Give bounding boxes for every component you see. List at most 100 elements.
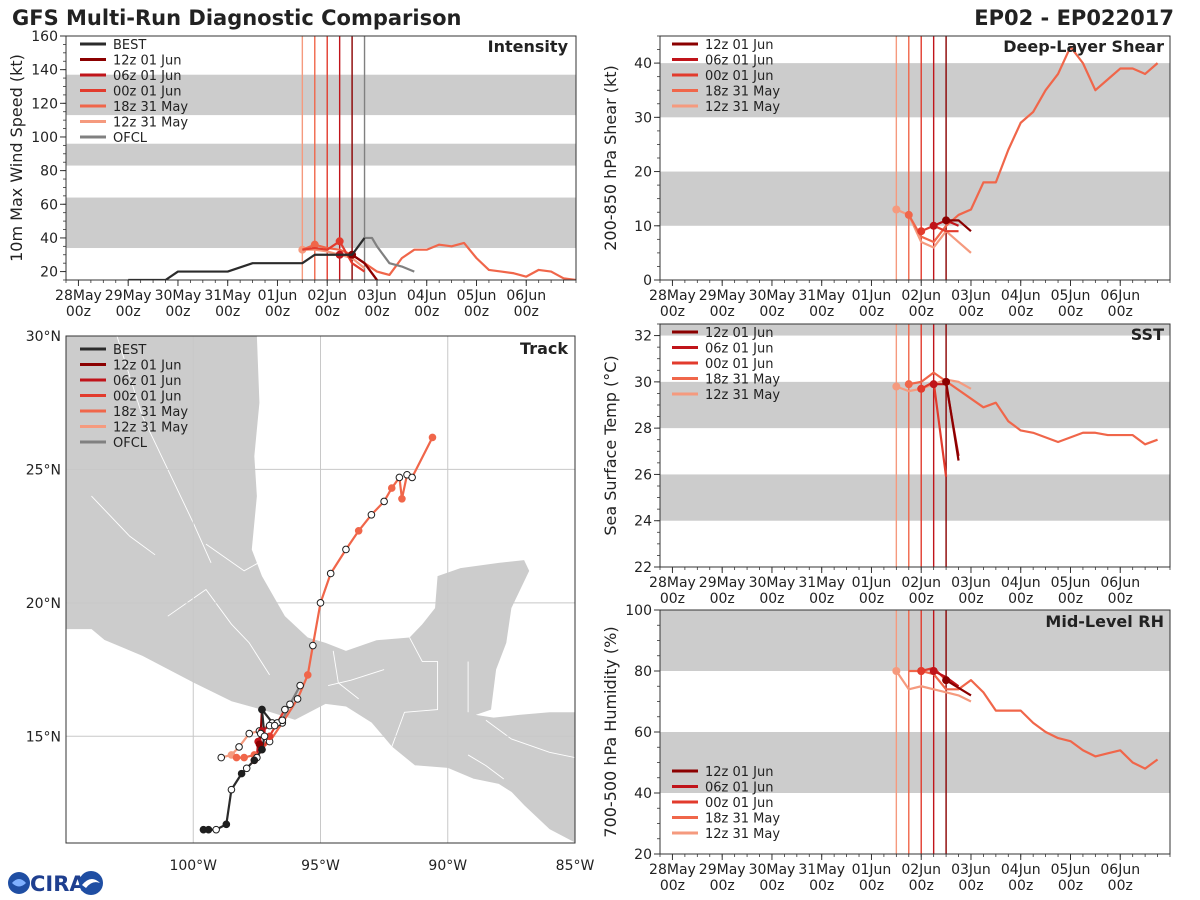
x-tick-label-hour: 00z bbox=[710, 878, 735, 894]
track-point bbox=[242, 764, 251, 773]
x-tick-label-hour: 00z bbox=[265, 304, 290, 320]
x-tick-label-date: 28May bbox=[649, 575, 696, 591]
x-tick-label-date: 04Jun bbox=[1001, 288, 1041, 304]
state-border bbox=[328, 669, 385, 687]
x-tick-label-hour: 00z bbox=[116, 304, 141, 320]
track-point bbox=[240, 753, 248, 762]
x-tick-label-date: 01Jun bbox=[258, 288, 298, 304]
series-line-12z-01-jun bbox=[945, 381, 960, 461]
track-point bbox=[316, 599, 325, 607]
legend-label: 00z 01 Jun bbox=[705, 69, 774, 84]
y-tick-label: 120 bbox=[31, 96, 58, 112]
intensity-chart: 2040608010012014016028May00z29May00z30Ma… bbox=[7, 29, 577, 320]
legend-label: 00z 01 Jun bbox=[705, 357, 774, 372]
track-point bbox=[281, 705, 289, 714]
track-point bbox=[367, 510, 376, 519]
x-tick-label-hour: 00z bbox=[958, 591, 983, 607]
track-point bbox=[303, 671, 312, 679]
legend-label: 18z 31 May bbox=[113, 100, 188, 115]
series-marker bbox=[929, 667, 938, 675]
track-point bbox=[278, 716, 287, 725]
y-tick-label: 60 bbox=[40, 197, 58, 213]
cira-logo: CIRA bbox=[8, 871, 103, 896]
x-tick-label-hour: 00z bbox=[464, 304, 489, 320]
logo-text: CIRA bbox=[30, 872, 86, 896]
series-line-12z-01-jun bbox=[351, 253, 378, 280]
track-point bbox=[408, 473, 416, 482]
lat-tick-label: 20°N bbox=[26, 596, 61, 612]
series-marker bbox=[929, 380, 938, 389]
x-tick-label-hour: 00z bbox=[958, 304, 983, 320]
x-tick-label-hour: 00z bbox=[215, 304, 240, 320]
state-border bbox=[391, 637, 439, 748]
x-tick-label-hour: 00z bbox=[1058, 591, 1083, 607]
panel-title: Deep-Layer Shear bbox=[1003, 37, 1164, 56]
panel-title: Intensity bbox=[488, 37, 569, 56]
track-point bbox=[270, 721, 279, 730]
x-tick-label-date: 29May bbox=[699, 288, 746, 304]
y-tick-label: 20 bbox=[40, 265, 58, 281]
series-marker bbox=[917, 384, 926, 393]
x-tick-label-date: 06Jun bbox=[1100, 862, 1140, 878]
x-tick-label-date: 30May bbox=[155, 288, 202, 304]
legend-label: 18z 31 May bbox=[705, 373, 780, 388]
x-tick-label-hour: 00z bbox=[809, 304, 834, 320]
x-tick-label-hour: 00z bbox=[1108, 878, 1133, 894]
x-tick-label-date: 04Jun bbox=[1001, 862, 1041, 878]
x-tick-label-hour: 00z bbox=[1058, 304, 1083, 320]
y-tick-label: 26 bbox=[634, 467, 652, 483]
x-tick-label-date: 05Jun bbox=[1051, 862, 1091, 878]
x-tick-label-date: 02Jun bbox=[901, 575, 941, 591]
track-point bbox=[217, 753, 226, 762]
x-tick-label-date: 31May bbox=[204, 288, 251, 304]
x-tick-label-hour: 00z bbox=[660, 878, 685, 894]
x-tick-label-hour: 00z bbox=[809, 591, 834, 607]
x-tick-label-hour: 00z bbox=[710, 304, 735, 320]
legend-label: 12z 31 May bbox=[705, 100, 780, 115]
series-marker bbox=[310, 240, 319, 249]
y-axis-label: 10m Max Wind Speed (kt) bbox=[7, 54, 26, 262]
legend-label: 12z 31 May bbox=[113, 421, 188, 436]
track-point bbox=[428, 433, 437, 442]
track-point bbox=[232, 753, 241, 762]
y-tick-label: 22 bbox=[634, 560, 652, 576]
x-tick-label-date: 03Jun bbox=[951, 862, 991, 878]
plot-content bbox=[660, 610, 1170, 854]
plot-content bbox=[660, 324, 1170, 567]
x-tick-label-hour: 00z bbox=[1008, 878, 1033, 894]
x-tick-label-hour: 00z bbox=[710, 591, 735, 607]
legend-label: 12z 01 Jun bbox=[705, 765, 774, 780]
shaded-band bbox=[66, 74, 576, 116]
x-tick-label-date: 31May bbox=[798, 288, 845, 304]
series-line-00z-01-jun bbox=[920, 224, 959, 233]
lat-tick-label: 15°N bbox=[26, 729, 61, 745]
series-marker bbox=[942, 377, 951, 386]
x-tick-label-date: 01Jun bbox=[852, 575, 892, 591]
legend-label: 12z 01 Jun bbox=[705, 38, 774, 53]
x-tick-label-hour: 00z bbox=[759, 304, 784, 320]
y-tick-label: 28 bbox=[634, 421, 652, 437]
x-tick-label-hour: 00z bbox=[414, 304, 439, 320]
series-marker bbox=[904, 380, 913, 389]
y-tick-label: 60 bbox=[634, 725, 652, 741]
track-point bbox=[380, 497, 388, 506]
legend-label: 00z 01 Jun bbox=[113, 85, 182, 100]
y-axis-label: 700-500 hPa Humidity (%) bbox=[601, 626, 620, 837]
x-tick-label-hour: 00z bbox=[909, 591, 934, 607]
legend-label: 06z 01 Jun bbox=[705, 54, 774, 69]
series-line-12z-01-jun bbox=[945, 679, 972, 697]
track-point bbox=[286, 700, 294, 709]
y-tick-label: 160 bbox=[31, 29, 58, 45]
page-title: GFS Multi-Run Diagnostic Comparison bbox=[12, 6, 462, 30]
series-marker bbox=[942, 216, 951, 225]
x-tick-label-date: 06Jun bbox=[1100, 575, 1140, 591]
track-point bbox=[260, 732, 269, 741]
series-line-best bbox=[128, 237, 366, 280]
x-tick-label-hour: 00z bbox=[660, 304, 685, 320]
x-tick-label-date: 05Jun bbox=[1051, 575, 1091, 591]
x-tick-label-date: 30May bbox=[749, 862, 796, 878]
y-tick-label: 20 bbox=[634, 847, 652, 863]
series-marker bbox=[929, 221, 938, 230]
legend-label: BEST bbox=[113, 343, 146, 358]
x-tick-label-date: 03Jun bbox=[357, 288, 397, 304]
